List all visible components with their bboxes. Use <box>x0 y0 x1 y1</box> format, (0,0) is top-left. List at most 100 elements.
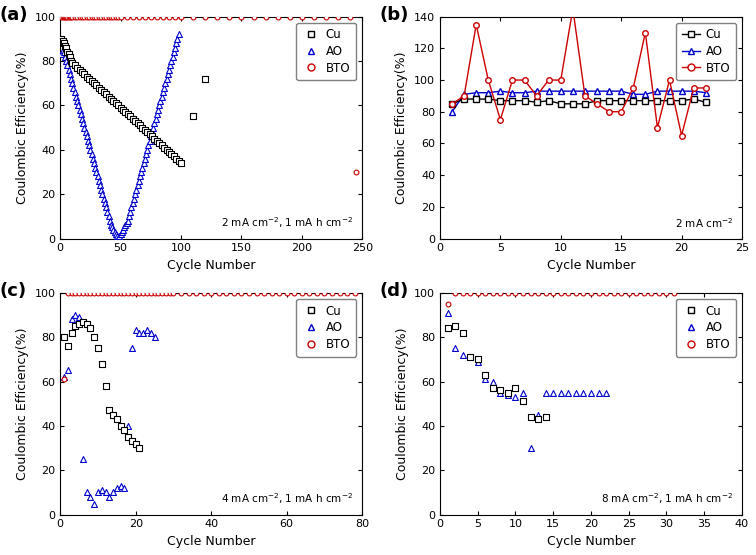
Point <box>93 83 105 92</box>
Point <box>130 289 142 297</box>
Point <box>115 12 127 21</box>
Point <box>160 74 172 83</box>
Point <box>141 326 153 335</box>
Point <box>104 492 116 501</box>
Point <box>67 83 79 92</box>
Point <box>83 74 95 83</box>
Point <box>111 232 123 241</box>
Point <box>220 289 232 297</box>
Point <box>67 79 79 88</box>
Point <box>112 234 124 243</box>
Point <box>187 112 199 121</box>
Point <box>442 324 454 332</box>
Point <box>61 61 73 70</box>
Point <box>57 37 69 46</box>
Point <box>344 12 356 21</box>
Point <box>273 289 285 297</box>
Point <box>585 388 597 397</box>
Point <box>87 154 99 163</box>
Point <box>570 289 582 297</box>
Point <box>562 289 575 297</box>
Point <box>107 289 119 297</box>
Point <box>111 483 123 492</box>
Point <box>111 289 123 297</box>
Point <box>134 328 146 337</box>
Text: (b): (b) <box>380 6 409 23</box>
Point <box>555 289 567 297</box>
Point <box>62 341 74 350</box>
Point <box>144 132 156 141</box>
Point <box>88 289 101 297</box>
Point <box>163 148 175 157</box>
Point <box>136 123 148 132</box>
Point <box>150 12 163 21</box>
Point <box>341 289 353 297</box>
Point <box>510 289 522 297</box>
Point <box>487 377 499 386</box>
Point <box>449 321 461 330</box>
Point <box>212 289 225 297</box>
Point <box>85 145 97 154</box>
Point <box>562 388 575 397</box>
Point <box>140 150 152 159</box>
Point <box>116 228 128 236</box>
Point <box>76 114 88 123</box>
Point <box>472 355 484 364</box>
Point <box>280 289 293 297</box>
Point <box>85 289 97 297</box>
Point <box>156 88 169 97</box>
Y-axis label: Coulombic Efficiency(%): Coulombic Efficiency(%) <box>395 52 408 204</box>
Point <box>57 12 70 21</box>
Point <box>107 488 119 497</box>
Point <box>97 190 109 199</box>
Point <box>130 439 142 448</box>
Point <box>175 12 187 21</box>
Point <box>73 289 85 297</box>
Point <box>150 114 162 123</box>
Point <box>479 289 491 297</box>
Point <box>653 289 665 297</box>
Point <box>555 388 567 397</box>
Point <box>350 168 362 176</box>
Point <box>91 168 103 176</box>
Point <box>91 12 103 21</box>
Point <box>449 344 461 352</box>
Point <box>311 289 323 297</box>
Point <box>115 481 127 490</box>
Point <box>66 328 78 337</box>
Point <box>156 289 168 297</box>
Point <box>502 388 514 397</box>
Text: (c): (c) <box>0 282 27 300</box>
Point <box>646 289 658 297</box>
Point <box>77 455 89 463</box>
Point <box>73 105 85 114</box>
Point <box>154 97 166 105</box>
Point <box>85 324 97 332</box>
Point <box>59 12 71 21</box>
Point <box>532 289 544 297</box>
Point <box>169 12 181 21</box>
Point <box>163 65 175 74</box>
Point <box>61 12 73 21</box>
Point <box>130 326 142 335</box>
Point <box>153 101 166 110</box>
Point <box>103 92 115 101</box>
Point <box>250 289 262 297</box>
Point <box>55 50 67 59</box>
Legend: Cu, AO, BTO: Cu, AO, BTO <box>296 299 356 356</box>
Point <box>76 12 88 21</box>
Point <box>163 12 175 21</box>
Point <box>631 289 643 297</box>
Point <box>296 12 308 21</box>
Legend: Cu, AO, BTO: Cu, AO, BTO <box>676 23 736 80</box>
Point <box>517 388 529 397</box>
Point <box>119 483 131 492</box>
Point <box>58 375 70 384</box>
Text: 4 mA cm$^{-2}$, 1 mA h cm$^{-2}$: 4 mA cm$^{-2}$, 1 mA h cm$^{-2}$ <box>222 491 353 506</box>
Point <box>138 328 150 337</box>
Point <box>88 12 100 21</box>
Point <box>109 228 121 236</box>
Point <box>118 223 130 232</box>
Point <box>77 289 89 297</box>
Point <box>93 176 105 185</box>
